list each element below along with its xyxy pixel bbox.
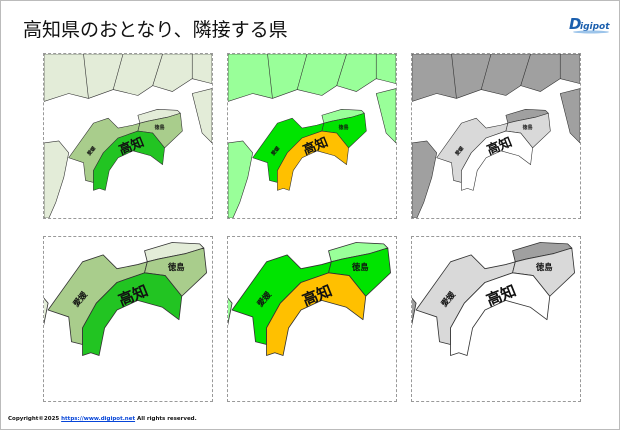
- label-tokushima: 徳島: [167, 262, 185, 272]
- map-panel-top-1: 高知 愛媛 徳島: [43, 53, 213, 219]
- digipot-logo: D igipot: [569, 15, 610, 34]
- shikoku-map: 高知 愛媛 徳島: [44, 237, 212, 395]
- label-tokushima: 徳島: [154, 124, 165, 131]
- map-panel-top-2: 高知 愛媛 徳島: [227, 53, 397, 219]
- shikoku-map: 高知 愛媛 徳島: [228, 54, 396, 218]
- label-tokushima: 徳島: [535, 262, 553, 272]
- shikoku-map: 高知 愛媛 徳島: [44, 54, 212, 218]
- svg-text:igipot: igipot: [580, 22, 610, 32]
- shikoku-map: 高知 愛媛 徳島: [412, 237, 580, 395]
- map-panel-bottom-2: 高知 愛媛 徳島: [227, 236, 397, 402]
- svg-text:D: D: [569, 15, 581, 33]
- label-tokushima: 徳島: [351, 262, 369, 272]
- map-panel-bottom-3: 高知 愛媛 徳島: [411, 236, 581, 402]
- copyright-text: Copyright©2025: [8, 416, 62, 422]
- map-panel-bottom-1: 高知 愛媛 徳島: [43, 236, 213, 402]
- rights-text: All rights reserved.: [135, 416, 197, 422]
- digipot-link[interactable]: https://www.digipot.net: [61, 416, 136, 422]
- shikoku-map: 高知 愛媛 徳島: [412, 54, 580, 218]
- label-tokushima: 徳島: [522, 124, 533, 131]
- page-title: 高知県のおとなり、隣接する県: [23, 19, 288, 41]
- shikoku-map: 高知 愛媛 徳島: [228, 237, 396, 395]
- copyright-footer: Copyright©2025 https://www.digipot.net A…: [8, 416, 197, 422]
- label-tokushima: 徳島: [338, 124, 349, 131]
- map-panel-top-3: 高知 愛媛 徳島: [411, 53, 581, 219]
